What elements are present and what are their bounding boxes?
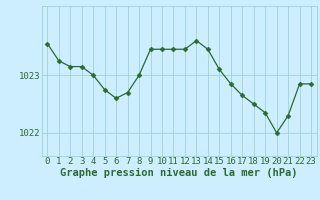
- X-axis label: Graphe pression niveau de la mer (hPa): Graphe pression niveau de la mer (hPa): [60, 168, 298, 178]
